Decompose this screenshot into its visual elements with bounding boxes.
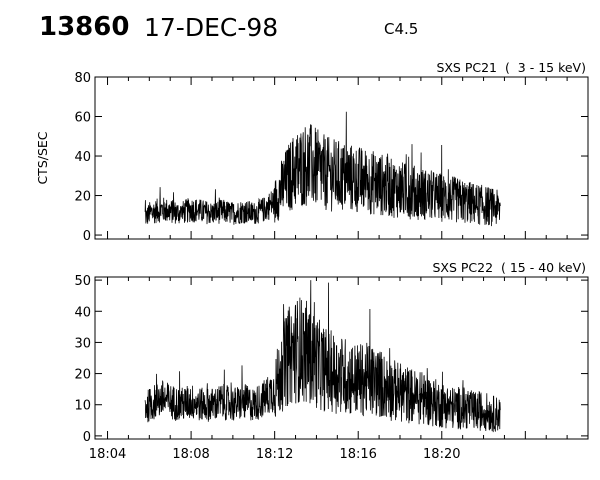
x-tick-label: 18:04 <box>89 447 126 462</box>
x-tick-label: 18:12 <box>256 447 293 462</box>
series-line <box>144 280 501 433</box>
x-tick-label: 18:08 <box>172 447 209 462</box>
y-tick-label: 50 <box>74 274 91 289</box>
series-line <box>144 111 501 227</box>
plot-title: SXS PC21 ( 3 - 15 keV) <box>436 60 586 75</box>
plot-title: SXS PC22 ( 15 - 40 keV) <box>432 260 586 275</box>
y-tick-label: 40 <box>74 150 91 165</box>
y-tick-label: 10 <box>74 399 91 414</box>
event-number: 13860 <box>39 12 130 42</box>
y-tick-label: 20 <box>74 190 91 205</box>
y-tick-label: 30 <box>74 336 91 351</box>
y-tick-label: 80 <box>74 71 91 86</box>
y-axis-label: CTS/SEC <box>35 131 50 184</box>
x-tick-label: 18:20 <box>423 447 460 462</box>
y-tick-label: 0 <box>83 229 91 244</box>
x-tick-label: 18:16 <box>339 447 376 462</box>
y-tick-label: 40 <box>74 305 91 320</box>
y-tick-label: 20 <box>74 368 91 383</box>
event-date: 17-DEC-98 <box>144 13 279 42</box>
flare-class: C4.5 <box>384 20 419 38</box>
y-tick-label: 60 <box>74 111 91 126</box>
plot-frame <box>94 76 589 240</box>
y-tick-label: 0 <box>83 430 91 445</box>
plot-frame <box>94 276 589 440</box>
